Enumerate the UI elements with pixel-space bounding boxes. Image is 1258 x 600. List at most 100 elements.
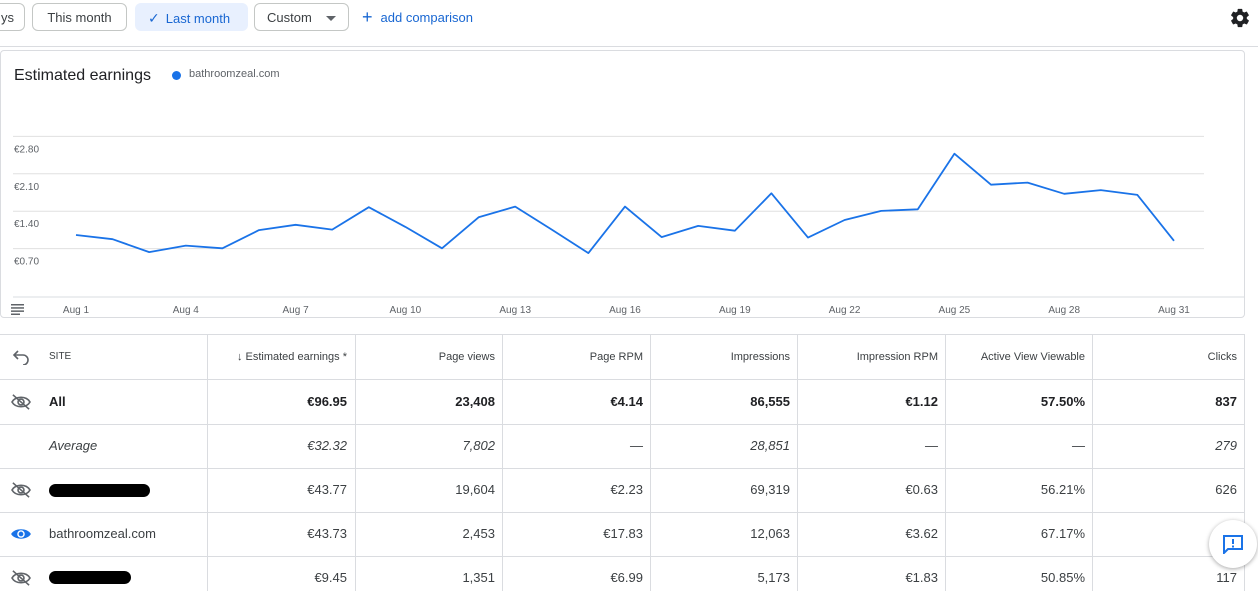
x-tick-label: Aug 22 xyxy=(829,305,861,316)
feedback-icon xyxy=(1223,535,1243,554)
sort-down-arrow-icon: ↓ xyxy=(236,351,246,363)
row-impression-rpm: €0.63 xyxy=(905,482,938,497)
sites-table: SITE ↓ Estimated earnings * Page views P… xyxy=(0,334,1245,591)
row-page-rpm: — xyxy=(630,438,643,453)
x-tick-label: Aug 7 xyxy=(283,305,310,316)
row-site: All xyxy=(49,394,66,409)
x-tick-label: Aug 19 xyxy=(719,305,751,316)
redacted-site-name xyxy=(49,484,150,497)
row-active-view: — xyxy=(1072,438,1085,453)
row-page-rpm: €17.83 xyxy=(603,526,643,541)
series-line xyxy=(75,152,1175,255)
add-comparison-label: add comparison xyxy=(380,10,474,25)
row-active-view: 57.50% xyxy=(1040,394,1085,409)
x-tick-label: Aug 31 xyxy=(1158,305,1190,316)
row-page-rpm: €2.23 xyxy=(610,482,643,497)
row-page-views: 7,802 xyxy=(462,438,495,453)
x-tick-label: Aug 4 xyxy=(173,305,200,316)
row-impressions: 28,851 xyxy=(750,438,790,453)
menu-lines-icon[interactable] xyxy=(11,304,24,315)
column-divider xyxy=(355,335,356,591)
chip-label: Last month xyxy=(165,11,231,26)
header-clicks[interactable]: Clicks xyxy=(1207,351,1237,363)
earnings-chart-card: Estimated earnings bathroomzeal.com €2.8… xyxy=(0,50,1245,318)
x-tick-label: Aug 28 xyxy=(1048,305,1080,316)
chip-label: Custom xyxy=(267,10,312,25)
feedback-button[interactable] xyxy=(1209,520,1257,568)
column-divider xyxy=(945,335,946,591)
x-tick-label: Aug 16 xyxy=(609,305,641,316)
table-row: All €96.95 23,408 €4.14 86,555 €1.12 57.… xyxy=(0,380,1245,425)
row-impressions: 69,319 xyxy=(750,482,790,497)
x-tick-label: Aug 1 xyxy=(63,305,90,316)
earnings-line-chart: €2.80 €2.10 €1.40 €0.70 Aug 1 Aug 4 Aug 7 Aug 1… xyxy=(13,135,1244,316)
header-site[interactable]: SITE xyxy=(49,351,72,362)
column-divider xyxy=(650,335,651,591)
row-page-rpm: €6.99 xyxy=(610,570,643,585)
table-row: €9.45 1,351 €6.99 5,173 €1.83 50.85% 117 xyxy=(0,556,1245,600)
row-clicks: 117 xyxy=(1216,570,1237,585)
eye-off-icon[interactable] xyxy=(10,393,32,411)
x-tick-label: Aug 10 xyxy=(390,305,422,316)
row-page-views: 2,453 xyxy=(462,526,495,541)
column-divider xyxy=(1092,335,1093,591)
row-page-views: 19,604 xyxy=(455,482,495,497)
y-tick-label: €1.40 xyxy=(14,219,39,230)
date-chip-last-month[interactable]: ✓ Last month xyxy=(135,3,248,31)
date-range-toolbar: ys This month ✓ Last month Custom + add co… xyxy=(0,0,1258,47)
legend-label: bathroomzeal.com xyxy=(189,68,280,80)
table-row: Average €32.32 7,802 — 28,851 — — 279 xyxy=(0,424,1245,469)
caret-down-icon xyxy=(325,16,336,22)
row-page-views: 23,408 xyxy=(455,394,495,409)
row-earnings: €32.32 xyxy=(307,438,347,453)
table-header-row: SITE ↓ Estimated earnings * Page views P… xyxy=(0,335,1245,380)
header-active-view[interactable]: Active View Viewable xyxy=(980,351,1085,363)
column-divider xyxy=(1244,335,1245,591)
column-divider xyxy=(797,335,798,591)
plus-icon: + xyxy=(362,7,373,27)
date-chip-custom[interactable]: Custom xyxy=(254,3,349,31)
eye-icon[interactable] xyxy=(10,525,32,543)
add-comparison-button[interactable]: + add comparison xyxy=(362,3,473,31)
row-impression-rpm: — xyxy=(925,438,938,453)
row-impressions: 5,173 xyxy=(757,570,790,585)
row-impressions: 12,063 xyxy=(750,526,790,541)
undo-icon[interactable] xyxy=(12,349,30,365)
gear-icon[interactable] xyxy=(1229,7,1251,29)
y-tick-label: €2.80 xyxy=(14,144,39,155)
header-page-rpm[interactable]: Page RPM xyxy=(589,351,643,363)
eye-off-icon[interactable] xyxy=(10,481,32,499)
y-tick-label: €0.70 xyxy=(14,257,39,268)
header-impression-rpm[interactable]: Impression RPM xyxy=(856,351,938,363)
row-page-rpm: €4.14 xyxy=(610,394,643,409)
row-impression-rpm: €1.83 xyxy=(905,570,938,585)
row-site: Average xyxy=(49,438,98,453)
row-impression-rpm: €3.62 xyxy=(905,526,938,541)
chip-label: ys xyxy=(1,10,14,25)
header-page-views[interactable]: Page views xyxy=(438,351,495,363)
header-earnings[interactable]: ↓ Estimated earnings * xyxy=(208,335,355,379)
column-divider xyxy=(207,335,208,591)
date-chip-this-month[interactable]: This month xyxy=(32,3,127,31)
check-icon: ✓ xyxy=(148,10,160,26)
row-clicks: 626 xyxy=(1215,482,1237,497)
redacted-site-name xyxy=(49,571,131,584)
row-clicks: 279 xyxy=(1215,438,1237,453)
y-tick-label: €2.10 xyxy=(14,182,39,193)
header-impressions[interactable]: Impressions xyxy=(730,351,790,363)
eye-off-icon[interactable] xyxy=(10,569,32,587)
column-divider xyxy=(502,335,503,591)
header-earnings-label: Estimated earnings * xyxy=(245,351,348,363)
chart-title: Estimated earnings xyxy=(14,67,151,84)
row-site: bathroomzeal.com xyxy=(49,526,156,541)
chip-label: This month xyxy=(47,10,112,25)
row-page-views: 1,351 xyxy=(462,570,495,585)
row-earnings: €9.45 xyxy=(314,570,347,585)
row-impression-rpm: €1.12 xyxy=(905,394,938,409)
row-active-view: 67.17% xyxy=(1040,526,1085,541)
x-tick-label: Aug 13 xyxy=(499,305,531,316)
table-row: €43.77 19,604 €2.23 69,319 €0.63 56.21% … xyxy=(0,468,1245,513)
row-earnings: €43.73 xyxy=(307,526,347,541)
row-clicks: 837 xyxy=(1215,394,1237,409)
date-chip-partial[interactable]: ys xyxy=(0,3,25,31)
